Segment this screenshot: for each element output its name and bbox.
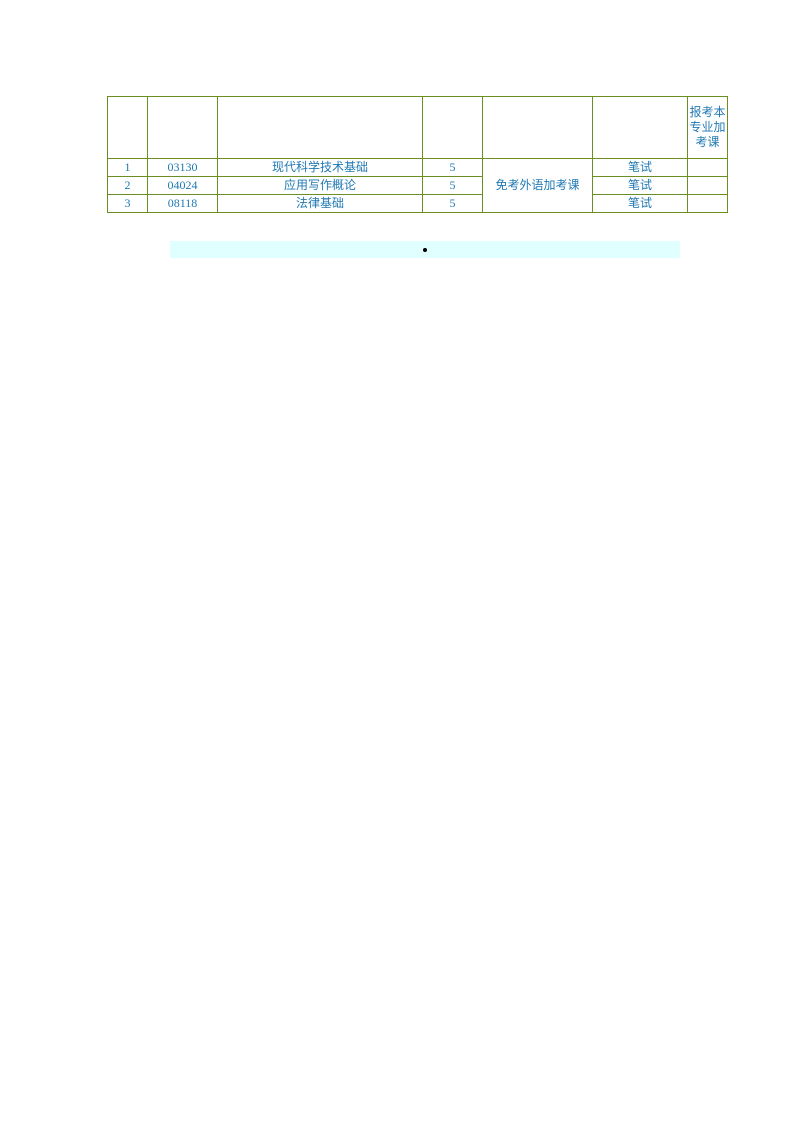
cell-idx: 3 (108, 195, 148, 213)
cell-name: 应用写作概论 (218, 177, 423, 195)
cell-extra (688, 177, 728, 195)
table-row: 2 04024 应用写作概论 5 笔试 (108, 177, 728, 195)
highlight-bar (170, 241, 680, 258)
cell-credit: 5 (423, 159, 483, 177)
cell-idx: 1 (108, 159, 148, 177)
cell-exam: 笔试 (593, 177, 688, 195)
cell-exam: 笔试 (593, 195, 688, 213)
cell-code: 08118 (148, 195, 218, 213)
header-cell (218, 97, 423, 159)
header-cell (423, 97, 483, 159)
bullet-dot-icon (423, 248, 427, 252)
cell-code: 04024 (148, 177, 218, 195)
cell-credit: 5 (423, 177, 483, 195)
cell-merged-note: 免考外语加考课 (483, 159, 593, 213)
cell-name: 现代科学技术基础 (218, 159, 423, 177)
cell-exam: 笔试 (593, 159, 688, 177)
header-cell (483, 97, 593, 159)
course-table: 报考本专业加考课 1 03130 现代科学技术基础 5 免考外语加考课 笔试 2… (107, 96, 728, 213)
cell-name: 法律基础 (218, 195, 423, 213)
header-cell (148, 97, 218, 159)
header-note-cell: 报考本专业加考课 (688, 97, 728, 159)
cell-extra (688, 195, 728, 213)
cell-code: 03130 (148, 159, 218, 177)
cell-extra (688, 159, 728, 177)
header-cell (108, 97, 148, 159)
table-row: 1 03130 现代科学技术基础 5 免考外语加考课 笔试 (108, 159, 728, 177)
header-cell (593, 97, 688, 159)
table-row: 3 08118 法律基础 5 笔试 (108, 195, 728, 213)
table-header-row: 报考本专业加考课 (108, 97, 728, 159)
page: 报考本专业加考课 1 03130 现代科学技术基础 5 免考外语加考课 笔试 2… (0, 0, 793, 1122)
cell-credit: 5 (423, 195, 483, 213)
cell-idx: 2 (108, 177, 148, 195)
